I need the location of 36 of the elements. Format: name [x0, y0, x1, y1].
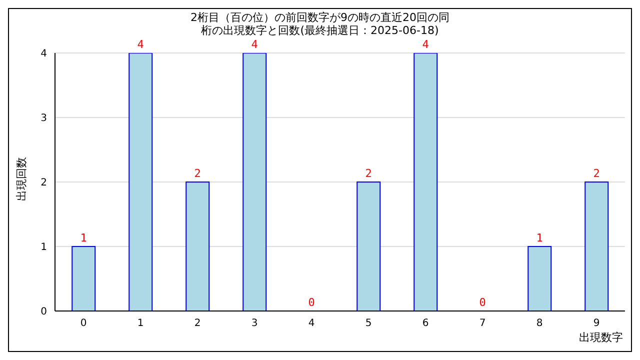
- x-tick-label: 6: [422, 318, 429, 330]
- bar: [584, 182, 609, 311]
- bar: [528, 246, 552, 311]
- x-tick-label: 4: [308, 318, 315, 330]
- y-tick-label: 1: [40, 242, 47, 254]
- x-axis-title: 出現数字: [579, 331, 623, 344]
- x-tick-label: 7: [479, 318, 486, 330]
- bar: [356, 182, 381, 311]
- bar: [414, 53, 438, 311]
- x-tick-label: 3: [251, 318, 258, 330]
- x-tick-label: 1: [137, 318, 144, 330]
- y-axis-title: 出現回数: [15, 157, 28, 201]
- x-tick-label: 5: [365, 318, 372, 330]
- x-tick-label: 8: [536, 318, 543, 330]
- y-tick-label: 3: [40, 113, 47, 124]
- data-label: 2: [194, 167, 201, 180]
- data-label: 1: [536, 232, 543, 244]
- data-label: 4: [251, 38, 258, 51]
- y-tick-label: 0: [40, 306, 47, 318]
- y-tick-label: 2: [40, 178, 47, 189]
- bar: [242, 53, 267, 311]
- data-label: 2: [365, 167, 372, 180]
- chart-title: 2桁目（百の位）の前回数字が9の時の直近20回の同桁の出現数字と回数(最終抽選日：2025-06-18): [190, 11, 450, 37]
- data-label: 2: [593, 167, 600, 180]
- bar: [186, 182, 210, 311]
- data-label: 4: [137, 38, 144, 51]
- x-tick-label: 0: [80, 318, 87, 330]
- bar: [72, 246, 96, 311]
- x-tick-label: 2: [194, 318, 201, 330]
- bar: [128, 53, 153, 311]
- data-label: 1: [80, 232, 87, 244]
- data-label: 4: [422, 38, 430, 51]
- y-tick-label: 4: [40, 48, 47, 60]
- data-label: 0: [479, 296, 486, 309]
- data-label: 0: [308, 296, 315, 309]
- x-tick-label: 9: [593, 318, 600, 330]
